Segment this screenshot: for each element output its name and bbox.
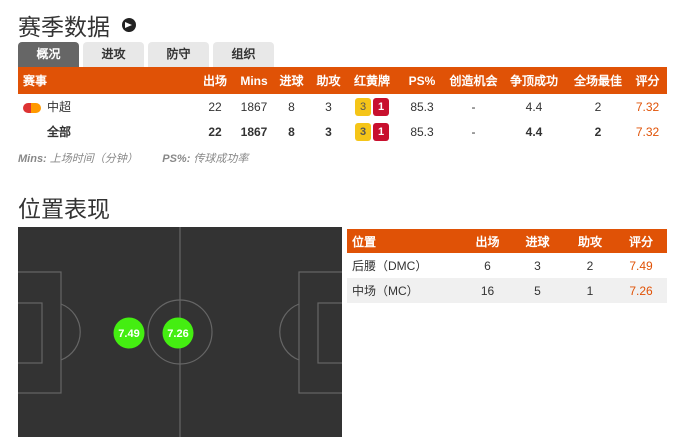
col-apps[interactable]: 出场 [195,67,235,94]
marker-label: 7.49 [118,328,139,340]
season-stats-title: 赛季数据 [18,8,136,42]
center-circle [147,299,213,365]
apps-cell: 16 [465,278,510,303]
note-mins-value: 上场时间（分钟） [49,153,138,165]
col-cards[interactable]: 红黄牌 [347,67,397,94]
rating-cell: 7.49 [629,258,653,273]
legend-note: Mins: 上场时间（分钟） PS%: 传球成功率 [18,150,248,166]
left-penalty-arc [60,303,81,361]
red-card-badge: 1 [373,97,389,116]
tab-defensive[interactable]: 防守 [148,42,209,67]
ps-cell: 85.3 [410,99,434,114]
assists-cell: 3 [325,99,332,114]
col-key-passes[interactable]: 创造机会 [447,67,500,94]
col-position[interactable]: 位置 [347,229,465,253]
col-rating[interactable]: 评分 [628,67,667,94]
csl-logo-icon [23,102,41,113]
note-ps-value: 传球成功率 [193,153,249,165]
table-row: 中场（MC） 16 5 1 7.26 [347,278,667,303]
position-marker-dmc[interactable]: 7.49 [113,317,145,349]
tab-overview[interactable]: 概况 [18,42,79,67]
table-row: 后腰（DMC） 6 3 2 7.49 [347,253,667,278]
positions-title: 位置表现 [18,196,110,222]
col-goals[interactable]: 进球 [273,67,310,94]
aerials-cell: 4.4 [525,99,543,114]
title-text: 赛季数据 [18,14,110,40]
competition-name: 全部 [47,125,72,139]
right-penalty-arc [279,303,300,361]
table-header: 赛事 出场 Mins 进球 助攻 红黄牌 PS% 创造机会 争顶成功 全场最佳 … [18,67,667,94]
left-penalty-box [18,271,62,394]
goals-cell: 8 [288,99,295,114]
marker-label: 7.26 [167,328,188,340]
assists-cell: 3 [325,124,332,139]
tab-offensive[interactable]: 进攻 [83,42,144,67]
key-passes-cell: - [471,99,476,114]
assists-cell: 2 [586,258,594,273]
marker-dot [113,317,145,349]
red-card-badge: 1 [373,122,389,141]
competition-name: 中超 [47,100,72,114]
ps-cell: 85.3 [410,124,434,139]
left-six-yard-box [18,302,43,364]
assists-cell: 1 [565,278,615,303]
motm-cell: 2 [594,99,602,114]
col-mins[interactable]: Mins [235,67,273,94]
col-rating[interactable]: 评分 [615,229,667,253]
key-passes-cell: - [471,124,476,139]
tab-passing[interactable]: 组织 [213,42,274,67]
rating-cell: 7.32 [635,124,660,139]
col-assists[interactable]: 助攻 [565,229,615,253]
season-stats-table: 赛事 出场 Mins 进球 助攻 红黄牌 PS% 创造机会 争顶成功 全场最佳 … [18,67,667,144]
right-penalty-box [298,271,342,394]
right-six-yard-box [317,302,342,364]
rating-cell: 7.26 [615,278,667,303]
note-mins-key: Mins: [18,153,47,165]
position-cell: 中场（MC） [347,278,465,303]
motm-cell: 2 [594,124,602,139]
marker-dot [162,317,194,349]
mins-cell: 1867 [240,99,268,114]
apps-cell: 6 [484,258,491,273]
goals-cell: 8 [288,124,295,139]
table-header: 位置 出场 进球 助攻 评分 [347,229,667,253]
aerials-cell: 4.4 [525,124,543,139]
yellow-card-badge: 3 [355,122,371,141]
rating-cell: 7.32 [635,99,660,114]
stats-tabs: 概况 进攻 防守 组织 [18,42,274,67]
col-aerials[interactable]: 争顶成功 [500,67,568,94]
goals-cell: 5 [510,278,565,303]
pitch-diagram: 7.49 7.26 [18,227,342,437]
col-competition[interactable]: 赛事 [18,67,195,94]
mins-cell: 1867 [240,124,268,139]
goals-cell: 3 [534,258,541,273]
col-motm[interactable]: 全场最佳 [568,67,628,94]
note-ps-key: PS%: [162,153,191,165]
col-ps[interactable]: PS% [397,67,447,94]
positions-table: 位置 出场 进球 助攻 评分 后腰（DMC） 6 3 2 7.49 中场（MC）… [347,229,667,303]
competition-cell[interactable]: 中超 [18,94,195,119]
position-cell: 后腰（DMC） [352,259,428,273]
col-assists[interactable]: 助攻 [310,67,347,94]
apps-cell: 22 [208,99,222,114]
position-marker-mc[interactable]: 7.26 [162,317,194,349]
arrow-circle-right-icon[interactable] [122,18,136,32]
apps-cell: 22 [208,124,222,139]
col-goals[interactable]: 进球 [510,229,565,253]
col-apps[interactable]: 出场 [465,229,510,253]
yellow-card-badge: 3 [355,97,371,116]
